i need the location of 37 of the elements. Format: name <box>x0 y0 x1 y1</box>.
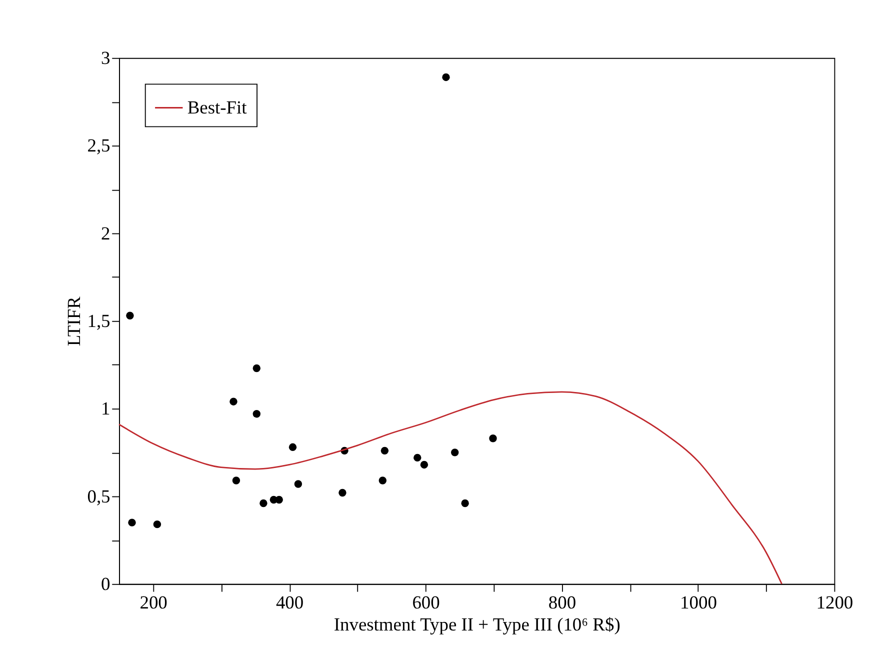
y-tick-label: 0,5 <box>87 486 110 506</box>
point <box>338 488 346 497</box>
point <box>442 73 450 82</box>
x-tick-label: 1200 <box>816 592 854 612</box>
point <box>288 443 297 452</box>
y-tick-label: 2,5 <box>87 136 110 156</box>
x-axis-title: Investment Type II + Type III (10⁶ R$) <box>334 614 620 635</box>
point <box>153 520 162 528</box>
point <box>420 460 428 469</box>
point <box>414 454 422 462</box>
x-tick-label: 1000 <box>680 592 717 612</box>
point <box>489 434 497 442</box>
x-tick-label: 800 <box>548 592 576 612</box>
point <box>260 499 268 508</box>
y-axis-title: LTIFR <box>64 296 84 346</box>
y-tick-label: 1 <box>101 398 110 419</box>
point <box>126 312 134 320</box>
point <box>128 518 136 526</box>
y-tick-label: 2 <box>101 223 110 244</box>
point <box>252 410 260 418</box>
point <box>230 398 238 406</box>
point <box>450 448 459 456</box>
point <box>294 480 302 488</box>
point <box>252 364 260 372</box>
x-tick-label: 600 <box>412 592 440 612</box>
point <box>461 499 469 508</box>
y-tick-label: 3 <box>101 48 110 68</box>
x-tick-label: 200 <box>140 592 168 612</box>
point <box>378 476 387 484</box>
x-tick-label: 400 <box>276 592 304 612</box>
y-tick-label: 1,5 <box>87 310 110 331</box>
point <box>275 496 283 504</box>
point <box>232 476 240 484</box>
point <box>380 446 389 455</box>
y-tick-label: 0 <box>101 574 110 594</box>
legend-label: Best-Fit <box>187 97 248 118</box>
line-series <box>118 391 782 585</box>
